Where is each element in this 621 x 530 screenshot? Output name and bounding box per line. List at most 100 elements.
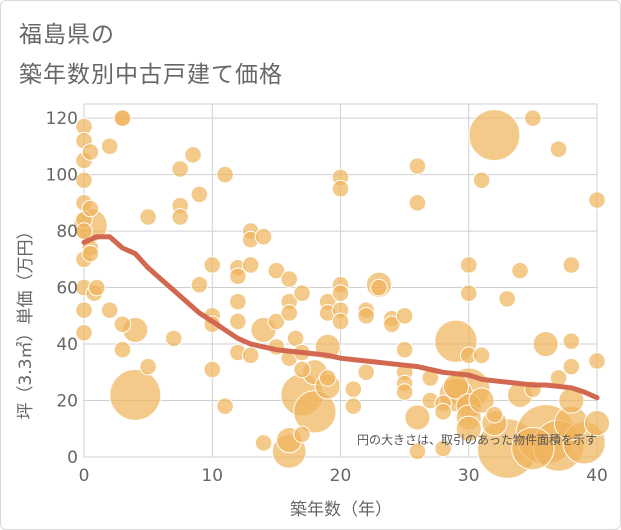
data-point — [81, 143, 100, 161]
data-point — [190, 275, 209, 294]
data-point — [139, 208, 157, 226]
data-point — [280, 270, 299, 288]
x-tick-label: 40 — [586, 466, 608, 486]
y-tick-label: 100 — [46, 166, 78, 186]
data-point — [498, 290, 517, 308]
bubbles — [73, 109, 611, 479]
data-point — [113, 109, 132, 127]
data-point — [588, 191, 606, 209]
data-point — [404, 404, 431, 431]
data-point — [75, 301, 93, 319]
data-point — [468, 387, 495, 414]
data-point — [583, 410, 611, 437]
data-point — [190, 185, 209, 204]
data-point — [267, 261, 286, 280]
data-point — [485, 405, 504, 424]
ticks: 0 20 40 60 80 100 120 0 10 20 30 40 — [46, 109, 608, 486]
y-tick-label: 0 — [67, 448, 78, 468]
data-point — [511, 426, 555, 471]
data-point — [100, 137, 119, 156]
data-point — [113, 315, 132, 334]
data-point — [229, 267, 247, 286]
data-point — [562, 256, 581, 274]
data-point — [88, 278, 106, 297]
data-point — [395, 340, 414, 359]
x-tick-label: 10 — [201, 466, 223, 486]
data-point — [357, 363, 375, 382]
data-point — [331, 312, 350, 331]
data-point — [459, 284, 478, 303]
data-point — [549, 140, 568, 158]
data-point — [331, 179, 350, 198]
data-point — [344, 397, 363, 415]
data-point — [216, 165, 234, 184]
y-tick-label: 40 — [56, 335, 78, 355]
y-tick-label: 20 — [56, 392, 78, 412]
data-point — [408, 442, 427, 461]
x-tick-label: 20 — [330, 466, 352, 486]
data-point — [562, 332, 581, 351]
data-point — [293, 284, 311, 303]
data-point — [293, 390, 337, 434]
data-point — [357, 307, 375, 325]
data-point — [331, 284, 350, 303]
y-tick-label: 60 — [56, 279, 78, 299]
data-point — [139, 357, 157, 376]
data-point — [293, 425, 311, 444]
y-axis-label: 坪（3.3㎡）単価（万円） — [16, 222, 36, 419]
data-point — [511, 261, 529, 280]
data-point — [455, 415, 482, 442]
data-point — [434, 439, 452, 458]
x-tick-label: 0 — [79, 466, 90, 486]
data-point — [75, 323, 93, 342]
y-tick-label: 80 — [56, 222, 78, 242]
data-point — [408, 194, 427, 212]
data-point — [229, 292, 247, 311]
data-point — [395, 383, 414, 401]
data-point — [171, 208, 189, 226]
chart-title-line2: 築年数別中古戸建て価格 — [19, 62, 283, 88]
data-point — [81, 244, 100, 263]
data-point — [184, 146, 202, 164]
data-point — [370, 278, 388, 297]
data-point — [280, 304, 299, 322]
data-point — [203, 360, 222, 379]
data-point — [588, 352, 606, 370]
data-point — [532, 330, 559, 358]
data-point — [241, 346, 260, 365]
data-point — [75, 222, 93, 240]
data-point — [254, 434, 273, 452]
data-point — [164, 329, 183, 348]
data-point — [459, 256, 478, 274]
data-point — [254, 227, 273, 246]
data-point — [75, 171, 93, 190]
data-point — [318, 369, 337, 387]
data-point — [395, 307, 414, 325]
data-point — [203, 256, 222, 274]
x-tick-label: 30 — [458, 466, 480, 486]
data-point — [383, 315, 401, 334]
data-point — [293, 360, 311, 379]
data-point — [562, 357, 581, 376]
data-point — [468, 109, 521, 162]
data-point — [109, 368, 162, 421]
data-point — [472, 171, 491, 190]
data-point — [344, 380, 363, 399]
data-point — [524, 109, 542, 127]
data-point — [216, 397, 234, 415]
data-point — [100, 301, 119, 319]
data-point — [241, 256, 260, 274]
data-point — [113, 340, 132, 359]
trend-line — [81, 234, 600, 401]
data-point — [408, 157, 427, 175]
x-axis-label: 築年数（年） — [290, 500, 392, 520]
data-point — [267, 312, 286, 331]
data-point — [171, 160, 189, 178]
data-point — [472, 346, 491, 365]
data-point — [81, 199, 100, 218]
chart-title-line1: 福島県の — [19, 22, 115, 48]
data-point — [229, 312, 247, 331]
y-tick-label: 120 — [46, 109, 78, 129]
